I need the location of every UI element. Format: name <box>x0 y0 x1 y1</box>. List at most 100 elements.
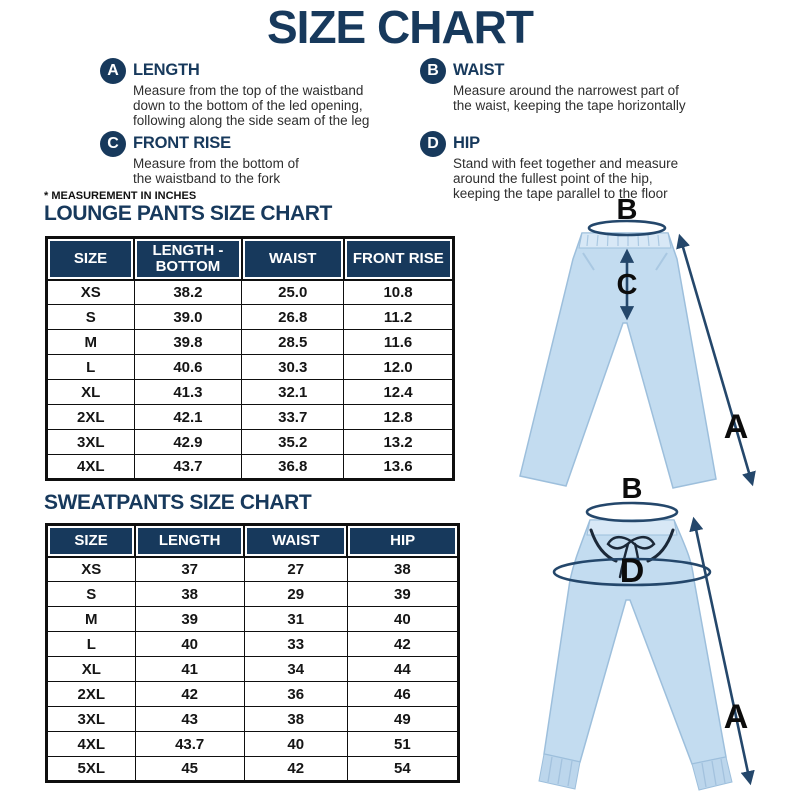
table-cell: 12.4 <box>343 379 454 405</box>
table-cell: 43 <box>134 706 245 733</box>
header-cell: LENGTH <box>134 523 246 558</box>
table-row: XS 37 27 38 <box>46 556 460 583</box>
lounge-pants-illustration: B C A <box>519 195 756 489</box>
table-cell: 3XL <box>46 429 135 455</box>
table-cell: 4XL <box>46 454 135 480</box>
table-cell: 3XL <box>46 706 136 733</box>
definition-term: HIP <box>453 134 480 152</box>
sweatpants-table-title: SWEATPANTS SIZE CHART <box>44 491 312 514</box>
table-row: 3XL 43 38 49 <box>46 706 460 733</box>
table-row: M 39.8 28.5 11.6 <box>46 329 454 355</box>
table-cell: 38 <box>346 556 460 583</box>
definition-description: Measure from the bottom of the waistband… <box>133 156 299 186</box>
table-cell: 2XL <box>46 681 136 708</box>
table-cell: 39.0 <box>133 304 243 330</box>
definition-term: WAIST <box>453 61 505 79</box>
header-cell: FRONT RISE <box>342 236 455 281</box>
hip-pocket-hint-right <box>655 252 668 271</box>
waistband-elastic-texture <box>586 234 660 247</box>
letter-b-badge: B <box>420 58 446 84</box>
table-cell: 10.8 <box>343 279 454 305</box>
hip-pocket-hint-left <box>582 252 595 271</box>
table-cell: 4XL <box>46 731 136 758</box>
table-cell: 54 <box>346 756 460 783</box>
drawstring-bow <box>606 536 656 550</box>
table-cell: 33.7 <box>241 404 345 430</box>
header-cell: SIZE <box>45 236 135 281</box>
page-title: SIZE CHART <box>267 1 534 53</box>
waist-measure-ellipse <box>587 219 667 237</box>
definition-front-rise: C FRONT RISE Measure from the bottom of … <box>100 131 299 187</box>
table-row: XS 38.2 25.0 10.8 <box>46 279 454 305</box>
table-cell: 31 <box>243 606 348 633</box>
table-cell: 12.0 <box>343 354 454 380</box>
table-cell: S <box>46 581 136 608</box>
definition-length-text: LENGTH Measure from the top of the waist… <box>133 58 369 129</box>
table-cell: M <box>46 606 136 633</box>
table-cell: 42 <box>134 681 245 708</box>
sweatpants-size-table: SIZE LENGTH WAIST HIP XS 37 27 38 S 38 29 39 M 39 31 4… <box>45 523 460 784</box>
table-cell: 35.2 <box>241 429 345 455</box>
table-cell: 25.0 <box>241 279 345 305</box>
table-row: XL 41 34 44 <box>46 656 460 683</box>
table-cell: 26.8 <box>241 304 345 330</box>
length-measure-label: A <box>724 698 749 736</box>
header-cell: SIZE <box>45 523 137 558</box>
table-cell: 43.7 <box>133 454 243 480</box>
definition-description: Stand with feet together and measure aro… <box>453 156 679 201</box>
table-cell: 11.6 <box>343 329 454 355</box>
table-row: L 40 33 42 <box>46 631 460 658</box>
table-row: 3XL 42.9 35.2 13.2 <box>46 429 454 455</box>
table-cell: 11.2 <box>343 304 454 330</box>
header-row: SIZE LENGTH - BOTTOM WAIST FRONT RISE <box>45 236 455 281</box>
table-row: XL 41.3 32.1 12.4 <box>46 379 454 405</box>
table-row: 2XL 42 36 46 <box>46 681 460 708</box>
table-row: S 38 29 39 <box>46 581 460 608</box>
table-cell: XS <box>46 556 136 583</box>
lounge-pants-shape <box>519 232 717 489</box>
table-cell: 30.3 <box>241 354 345 380</box>
table-cell: 38.2 <box>133 279 243 305</box>
definition-hip-text: HIP Stand with feet together and measure… <box>453 131 678 202</box>
definition-term: LENGTH <box>133 61 200 79</box>
length-measure-arrow <box>689 516 755 786</box>
table-cell: 2XL <box>46 404 135 430</box>
table-cell: 40 <box>243 731 348 758</box>
definition-waist-text: WAIST Measure around the narrowest part … <box>453 58 686 114</box>
table-cell: 36.8 <box>241 454 345 480</box>
definition-description: Measure from the top of the waistband do… <box>133 83 370 128</box>
waist-measure-label: B <box>622 473 643 505</box>
table-cell: 49 <box>346 706 460 733</box>
table-cell: M <box>46 329 135 355</box>
table-cell: 46 <box>346 681 460 708</box>
table-cell: 37 <box>134 556 245 583</box>
table-row: M 39 31 40 <box>46 606 460 633</box>
table-row: 4XL 43.7 36.8 13.6 <box>46 454 454 480</box>
measurement-units-note: * MEASUREMENT IN INCHES <box>44 190 197 202</box>
table-cell: 13.6 <box>343 454 454 480</box>
letter-a-badge: A <box>100 58 126 84</box>
lounge-pants-size-table: SIZE LENGTH - BOTTOM WAIST FRONT RISE XS 38.… <box>45 236 455 481</box>
hip-measure-label: D <box>620 552 645 590</box>
table-cell: 5XL <box>46 756 136 783</box>
letter-d-badge: D <box>420 131 446 157</box>
table-cell: 29 <box>243 581 348 608</box>
waist-measure-ellipse <box>585 501 679 523</box>
definition-hip: D HIP Stand with feet together and measu… <box>420 131 678 202</box>
definition-front-rise-text: FRONT RISE Measure from the bottom of th… <box>133 131 299 187</box>
table-cell: 42.9 <box>133 429 243 455</box>
table-row: 5XL 45 42 54 <box>46 756 460 783</box>
table-row: 4XL 43.7 40 51 <box>46 731 460 758</box>
table-cell: 38 <box>243 706 348 733</box>
table-cell: XL <box>46 656 136 683</box>
table-cell: 40 <box>134 631 245 658</box>
table-cell: 32.1 <box>241 379 345 405</box>
table-cell: 27 <box>243 556 348 583</box>
table-cell: 41.3 <box>133 379 243 405</box>
table-cell: 51 <box>346 731 460 758</box>
table-cell: S <box>46 304 135 330</box>
table-cell: 40 <box>346 606 460 633</box>
table-cell: 33 <box>243 631 348 658</box>
table-cell: 42 <box>346 631 460 658</box>
